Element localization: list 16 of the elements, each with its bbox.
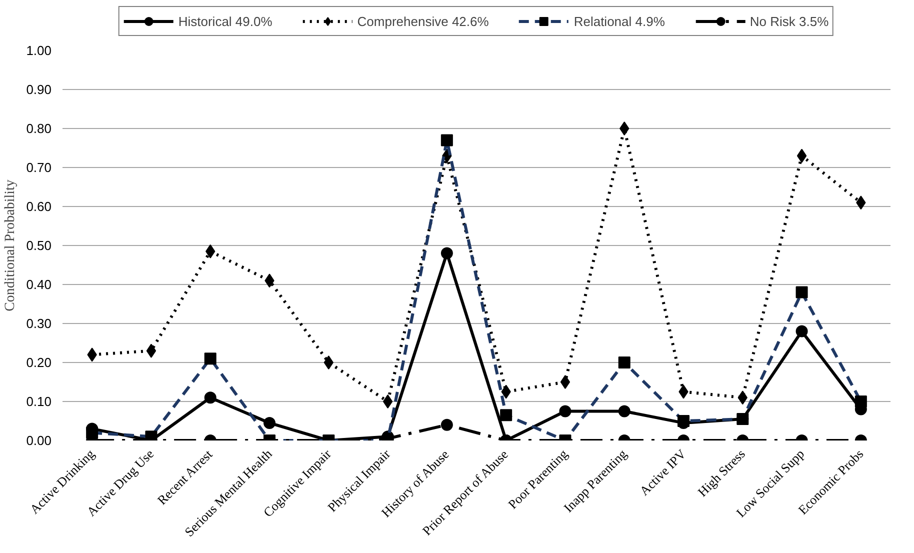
y-tick-label: 0.10 [26,394,52,409]
y-tick-label: 0.80 [26,121,52,136]
y-tick-label: 1.00 [26,43,52,58]
legend-label: Historical 49.0% [178,14,272,28]
y-tick-label: 0.50 [26,238,52,253]
y-tick-label: 0.20 [26,355,52,370]
y-tick-label: 0.60 [26,199,52,214]
y-tick-label: 0.90 [26,82,52,97]
legend-label: Relational 4.9% [574,14,665,28]
y-tick-label: 0.00 [26,433,52,448]
y-axis-title: Conditional Probability [3,180,18,312]
legend-label: Comprehensive 42.6% [357,14,489,28]
y-tick-label: 0.40 [26,277,52,292]
legend-label: No Risk 3.5% [750,14,829,28]
y-tick-label: 0.70 [26,160,52,175]
y-tick-label: 0.30 [26,316,52,331]
